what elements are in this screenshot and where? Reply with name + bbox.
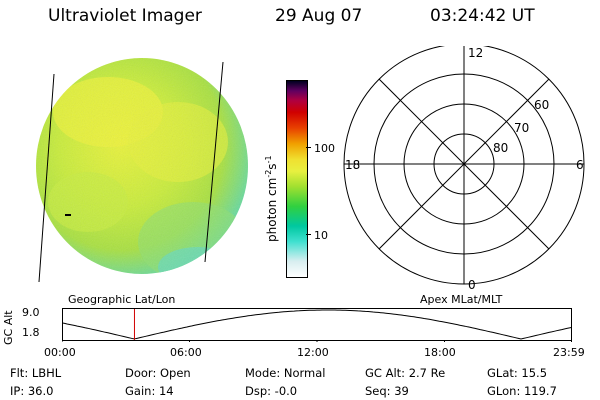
timeline-plot bbox=[62, 308, 572, 342]
status-filter: Flt: LBHL bbox=[10, 366, 62, 380]
colorbar-unit-label: photon cm-2s-1 bbox=[264, 155, 279, 242]
orbit-altitude-curve bbox=[62, 309, 572, 340]
timeline-frame bbox=[62, 308, 572, 341]
timeline-axis-label: GC Alt bbox=[2, 310, 15, 345]
time-label: 03:24:42 UT bbox=[430, 6, 535, 26]
lat-label-60: 60 bbox=[534, 98, 549, 112]
timeline-xtick-1: 06:00 bbox=[170, 346, 202, 359]
colorbar-tick-100: 100 bbox=[314, 142, 335, 155]
status-dsp: Dsp: -0.0 bbox=[245, 384, 298, 398]
timeline-right-title: Apex MLat/MLT bbox=[420, 293, 503, 306]
mlt-label-12: 12 bbox=[468, 46, 483, 60]
colorbar-tick-10: 10 bbox=[314, 229, 328, 242]
terminator-line-right bbox=[204, 61, 224, 263]
lat-label-70: 70 bbox=[514, 121, 529, 135]
uv-image-disk bbox=[36, 58, 248, 283]
timeline-ytick-high: 9.0 bbox=[22, 306, 40, 319]
status-ip: IP: 36.0 bbox=[10, 384, 54, 398]
instrument-title: Ultraviolet Imager bbox=[48, 6, 202, 26]
status-seq: Seq: 39 bbox=[365, 384, 409, 398]
status-glat: GLat: 15.5 bbox=[487, 366, 548, 380]
lat-label-80: 80 bbox=[493, 141, 508, 155]
mlt-label-6: 6 bbox=[576, 158, 584, 172]
status-glon: GLon: 119.7 bbox=[487, 384, 557, 398]
timeline-xtick-3: 18:00 bbox=[424, 346, 456, 359]
mlt-label-0: 0 bbox=[468, 278, 476, 292]
status-door: Door: Open bbox=[125, 366, 191, 380]
status-mode: Mode: Normal bbox=[245, 366, 326, 380]
timeline-xtick-0: 00:00 bbox=[44, 346, 76, 359]
polar-grid: 12 18 6 0 60 70 80 bbox=[343, 46, 585, 292]
colorbar bbox=[286, 80, 308, 278]
status-gc-alt: GC Alt: 2.7 Re bbox=[365, 366, 446, 380]
timeline-ytick-low: 1.8 bbox=[22, 326, 40, 339]
status-gain: Gain: 14 bbox=[125, 384, 174, 398]
terminator-line-left bbox=[38, 73, 55, 283]
timeline-left-title: Geographic Lat/Lon bbox=[68, 293, 176, 306]
timeline-xtick-4: 23:59 bbox=[553, 346, 585, 359]
timeline-xtick-2: 12:00 bbox=[297, 346, 329, 359]
date-label: 29 Aug 07 bbox=[275, 6, 363, 26]
mlt-label-18: 18 bbox=[345, 158, 360, 172]
